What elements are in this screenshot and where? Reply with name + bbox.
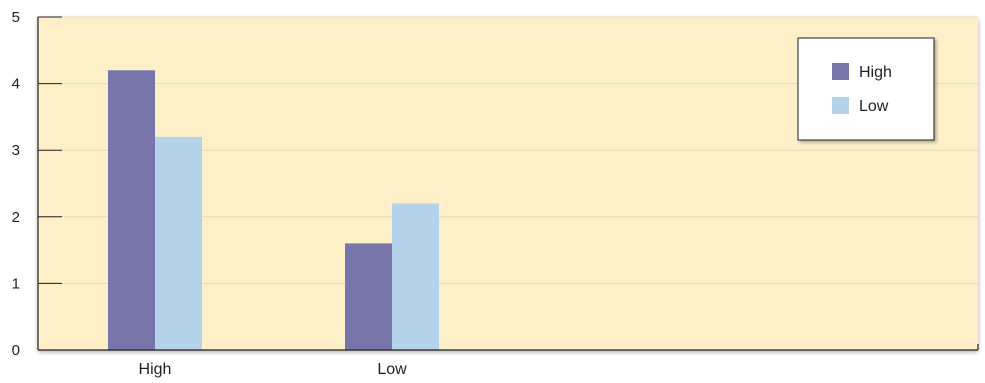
legend-swatch xyxy=(832,97,849,114)
y-tick-label: 5 xyxy=(12,9,20,26)
legend-box xyxy=(797,37,935,141)
x-category-label: Low xyxy=(377,361,407,378)
y-tick-label: 3 xyxy=(12,142,20,159)
bar-high-high xyxy=(108,70,155,350)
y-tick-label: 2 xyxy=(12,209,20,226)
x-category-label: High xyxy=(139,361,172,378)
bar-low-high xyxy=(155,136,202,350)
bar-high-low xyxy=(345,243,392,350)
legend-swatch xyxy=(832,63,849,80)
y-tick-label: 4 xyxy=(12,76,20,93)
y-tick-label: 1 xyxy=(12,275,20,292)
legend-label: High xyxy=(859,64,892,81)
legend-label: Low xyxy=(859,98,889,115)
y-tick-label: 0 xyxy=(12,342,20,359)
bar-low-low xyxy=(392,203,439,350)
